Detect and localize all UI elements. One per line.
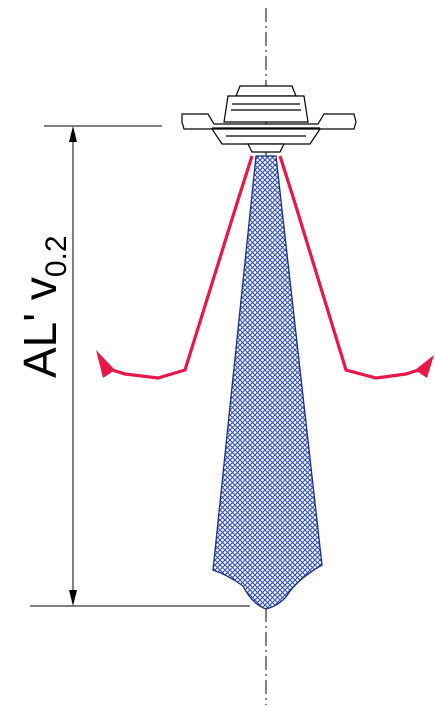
dimension-label: AL' v0.2 [14,235,73,378]
left-arrowhead-icon [96,350,115,378]
nozzle-icon [181,85,357,153]
dimension-arrow-top [69,126,77,142]
spray-cone [212,155,323,610]
right-flow-arrow [278,155,429,380]
left-flow-arrow [102,155,254,380]
right-arrowhead-icon [415,355,434,378]
dimension-arrow-bottom [69,590,77,606]
dimension-label-main: AL' v [14,277,66,378]
dimension-label-subscript: 0.2 [40,235,73,277]
